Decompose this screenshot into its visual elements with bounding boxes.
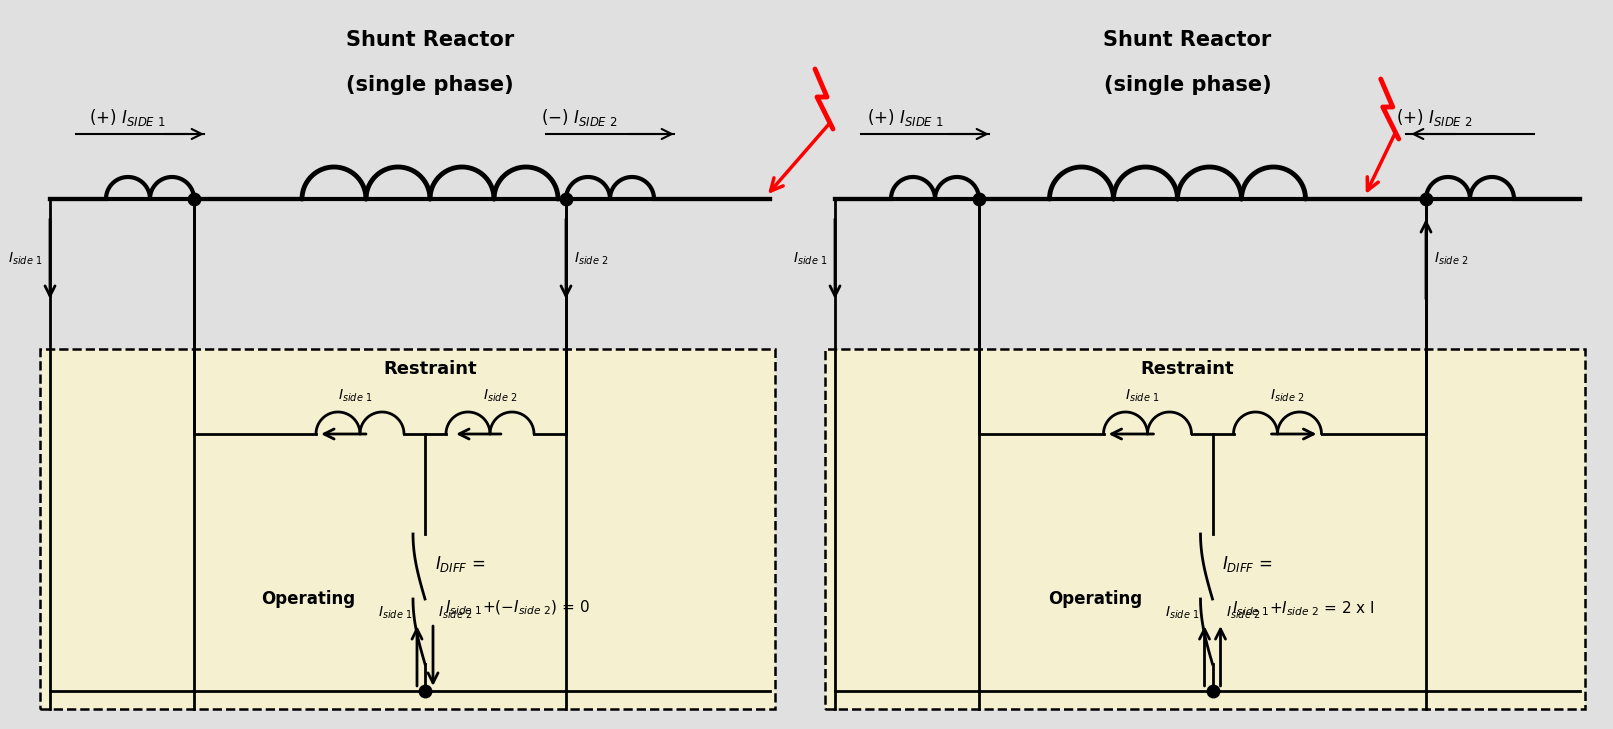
Text: $I_{side\ 2}$: $I_{side\ 2}$: [1434, 251, 1468, 268]
Text: $I_{side\ 1}$: $I_{side\ 1}$: [337, 388, 373, 404]
Text: $I_{side\ 1}$: $I_{side\ 1}$: [377, 604, 411, 621]
Text: Restraint: Restraint: [384, 360, 477, 378]
Text: $I_{side\ 1}$: $I_{side\ 1}$: [1165, 604, 1200, 621]
Text: $I_{DIFF}$ =: $I_{DIFF}$ =: [436, 554, 486, 574]
Text: $I_{side\ 1}$+$I_{side\ 2}$ = 2 x I: $I_{side\ 1}$+$I_{side\ 2}$ = 2 x I: [1232, 599, 1376, 617]
Bar: [824, 349, 1586, 709]
Text: (single phase): (single phase): [347, 75, 515, 95]
Text: $I_{side\ 2}$: $I_{side\ 2}$: [574, 251, 608, 268]
Text: Operating: Operating: [261, 590, 355, 608]
Text: Shunt Reactor: Shunt Reactor: [345, 30, 515, 50]
Text: (single phase): (single phase): [1103, 75, 1271, 95]
Text: $I_{side\ 2}$: $I_{side\ 2}$: [482, 388, 518, 404]
Text: $(-)\ I_{SIDE\ 2}$: $(-)\ I_{SIDE\ 2}$: [540, 107, 618, 128]
Bar: [40, 349, 774, 709]
Text: Restraint: Restraint: [1140, 360, 1234, 378]
Text: $I_{side\ 1}$: $I_{side\ 1}$: [1126, 388, 1160, 404]
Text: $(+)\ I_{SIDE\ 2}$: $(+)\ I_{SIDE\ 2}$: [1395, 107, 1473, 128]
Text: $I_{side\ 2}$: $I_{side\ 2}$: [439, 604, 473, 621]
Text: Shunt Reactor: Shunt Reactor: [1103, 30, 1271, 50]
Text: $I_{side\ 2}$: $I_{side\ 2}$: [1271, 388, 1305, 404]
Text: Operating: Operating: [1048, 590, 1142, 608]
Text: $I_{side\ 1}$+($-I_{side\ 2}$) = 0: $I_{side\ 1}$+($-I_{side\ 2}$) = 0: [445, 599, 590, 617]
Text: $I_{side\ 1}$: $I_{side\ 1}$: [8, 251, 42, 268]
Text: $I_{side\ 2}$: $I_{side\ 2}$: [1226, 604, 1260, 621]
Text: $I_{side\ 1}$: $I_{side\ 1}$: [792, 251, 827, 268]
Text: $(+)\ I_{SIDE\ 1}$: $(+)\ I_{SIDE\ 1}$: [868, 107, 944, 128]
Text: $I_{DIFF}$ =: $I_{DIFF}$ =: [1223, 554, 1273, 574]
Text: $(+)\ I_{SIDE\ 1}$: $(+)\ I_{SIDE\ 1}$: [89, 107, 165, 128]
